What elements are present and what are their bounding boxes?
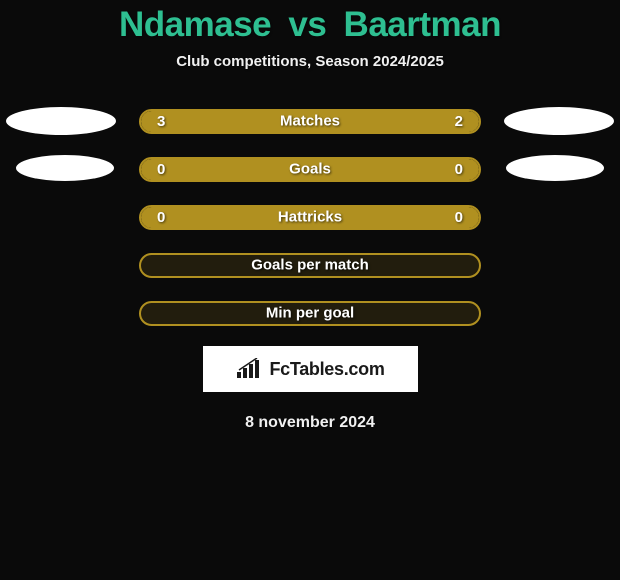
stat-label: Hattricks (278, 209, 342, 226)
stat-value-left: 0 (157, 209, 165, 226)
stat-value-right: 2 (455, 113, 463, 130)
date-line: 8 november 2024 (245, 414, 375, 432)
stat-row: 0 Goals 0 (0, 156, 620, 182)
comparison-container: Ndamase vs Baartman Club competitions, S… (0, 0, 620, 432)
stat-rows: 3 Matches 2 0 Goals 0 0 Hattricks 0 Goals per mat… (0, 108, 620, 326)
stat-row: Goals per match (0, 252, 620, 278)
chart-icon (235, 358, 263, 380)
page-title: Ndamase vs Baartman (119, 5, 501, 45)
stat-pill: 0 Hattricks 0 (139, 205, 481, 230)
stat-label: Goals (289, 161, 331, 178)
stat-pill: 0 Goals 0 (139, 157, 481, 182)
stat-label: Goals per match (251, 257, 369, 274)
player2-name: Baartman (344, 5, 501, 44)
stat-label: Matches (280, 113, 340, 130)
stat-label: Min per goal (266, 305, 354, 322)
player1-name: Ndamase (119, 5, 271, 44)
branding-box: FcTables.com (203, 346, 418, 392)
vs-separator: vs (288, 5, 326, 44)
stat-pill: Min per goal (139, 301, 481, 326)
left-indicator-ellipse (6, 107, 116, 135)
left-indicator-ellipse (16, 155, 114, 181)
stat-row: Min per goal (0, 300, 620, 326)
stat-value-left: 0 (157, 161, 165, 178)
stat-value-right: 0 (455, 209, 463, 226)
right-indicator-ellipse (504, 107, 614, 135)
stat-row: 3 Matches 2 (0, 108, 620, 134)
right-indicator-ellipse (506, 155, 604, 181)
branding-text: FcTables.com (269, 359, 384, 380)
stat-value-left: 3 (157, 113, 165, 130)
stat-pill: Goals per match (139, 253, 481, 278)
stat-value-right: 0 (455, 161, 463, 178)
stat-pill: 3 Matches 2 (139, 109, 481, 134)
subtitle: Club competitions, Season 2024/2025 (176, 53, 444, 70)
stat-row: 0 Hattricks 0 (0, 204, 620, 230)
